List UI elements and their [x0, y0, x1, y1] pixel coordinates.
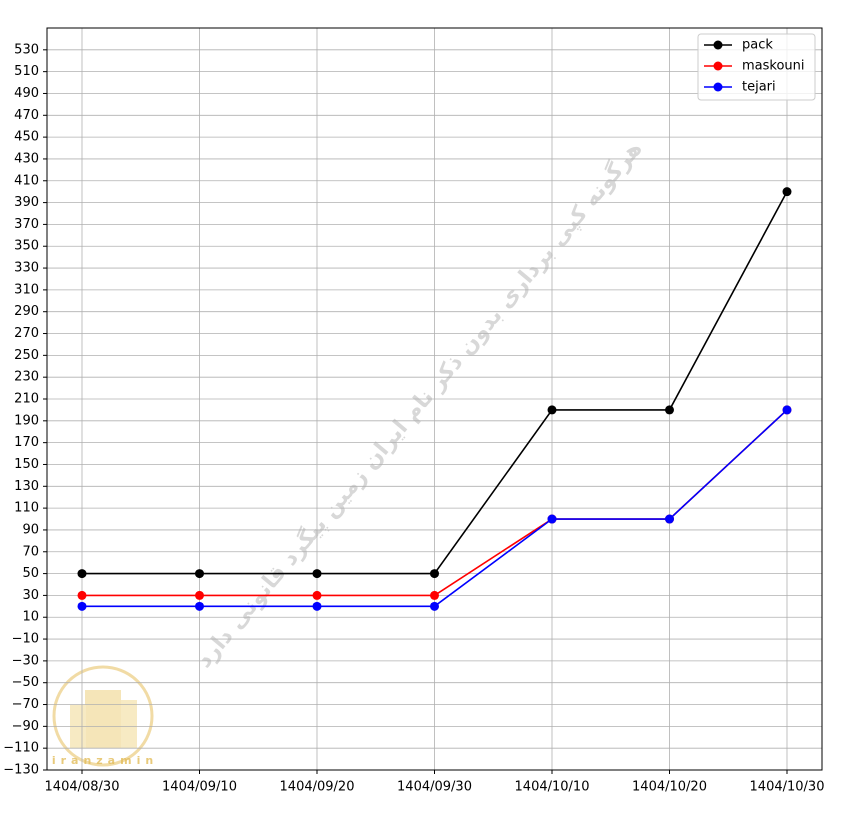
x-tick-label: 1404/10/20 [632, 780, 707, 795]
marker [312, 601, 322, 611]
marker [547, 405, 557, 415]
x-tick-label: 1404/10/30 [750, 780, 825, 795]
legend-label: pack [742, 38, 773, 53]
marker [195, 569, 204, 579]
x-tick-label: 1404/08/30 [45, 780, 120, 795]
marker [312, 569, 322, 579]
y-tick-label: 210 [14, 392, 39, 407]
logo [52, 665, 154, 767]
marker [665, 405, 674, 415]
y-tick-label: −110 [3, 741, 39, 756]
y-tick-label: 330 [14, 261, 39, 276]
marker [547, 514, 557, 524]
marker [430, 590, 439, 600]
legend-marker [713, 82, 723, 92]
y-tick-label: 90 [22, 522, 39, 537]
legend-label: tejari [742, 80, 776, 95]
y-tick-label: −50 [12, 675, 39, 690]
y-tick-label: −10 [12, 632, 39, 647]
y-tick-label: 170 [14, 435, 39, 450]
marker [430, 569, 439, 579]
y-tick-label: 530 [14, 42, 39, 57]
y-tick-label: 370 [14, 217, 39, 232]
x-tick-label: 1404/10/10 [515, 780, 590, 795]
y-tick-label: 490 [14, 86, 39, 101]
logo-text: iranzamin [52, 754, 158, 767]
marker [312, 590, 322, 600]
marker [195, 601, 204, 611]
y-tick-label: 310 [14, 282, 39, 297]
legend-marker [713, 61, 723, 71]
y-tick-label: 130 [14, 479, 39, 494]
y-tick-label: 510 [14, 64, 39, 79]
logo-ring [52, 665, 154, 767]
y-tick-label: 110 [14, 501, 39, 516]
y-tick-label: 390 [14, 195, 39, 210]
y-tick-label: 50 [22, 566, 39, 581]
y-tick-label: 230 [14, 370, 39, 385]
marker [195, 590, 204, 600]
legend-label: maskouni [742, 59, 805, 74]
plot-frame [46, 27, 823, 771]
legend-marker [713, 40, 723, 50]
y-tick-label: 430 [14, 151, 39, 166]
y-tick-label: 250 [14, 348, 39, 363]
x-tick-label: 1404/09/10 [162, 780, 237, 795]
marker [77, 569, 87, 579]
marker [665, 514, 674, 524]
y-tick-label: 150 [14, 457, 39, 472]
y-tick-label: 410 [14, 173, 39, 188]
x-tick-label: 1404/09/20 [280, 780, 355, 795]
legend: pack maskouni tejari [697, 33, 816, 101]
y-tick-label: 270 [14, 326, 39, 341]
y-tick-label: 470 [14, 108, 39, 123]
legend-box [697, 33, 816, 101]
y-tick-label: 70 [22, 544, 39, 559]
y-tick-label: −70 [12, 697, 39, 712]
logo-building [121, 700, 137, 748]
y-tick-label: −90 [12, 719, 39, 734]
x-tick-label: 1404/09/30 [397, 780, 472, 795]
y-tick-label: 30 [22, 588, 39, 603]
y-tick-label: −30 [12, 653, 39, 668]
y-tick-label: 450 [14, 130, 39, 145]
marker [77, 590, 87, 600]
marker [430, 601, 439, 611]
y-tick-label: 290 [14, 304, 39, 319]
marker [77, 601, 87, 611]
y-tick-label: 190 [14, 413, 39, 428]
marker [782, 187, 792, 197]
y-tick-label: 10 [22, 610, 39, 625]
logo-building [85, 690, 121, 748]
y-tick-label: 350 [14, 239, 39, 254]
marker [782, 405, 792, 415]
y-tick-label: −130 [3, 763, 39, 778]
